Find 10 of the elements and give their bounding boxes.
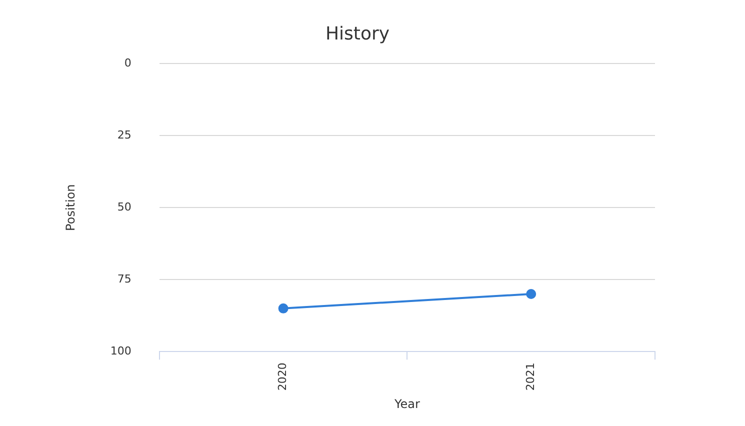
y-axis-title: Position — [63, 184, 78, 231]
chart-title: History — [325, 23, 390, 44]
y-tick-label: 100 — [110, 344, 132, 358]
y-tick-label: 0 — [124, 56, 132, 70]
x-tick-label: 2020 — [276, 362, 290, 391]
x-axis-title: Year — [393, 396, 420, 411]
y-tick-label: 25 — [117, 128, 132, 142]
y-tick-label: 75 — [117, 272, 132, 286]
x-tick-label: 2021 — [524, 362, 537, 391]
y-tick-label: 50 — [117, 200, 132, 214]
